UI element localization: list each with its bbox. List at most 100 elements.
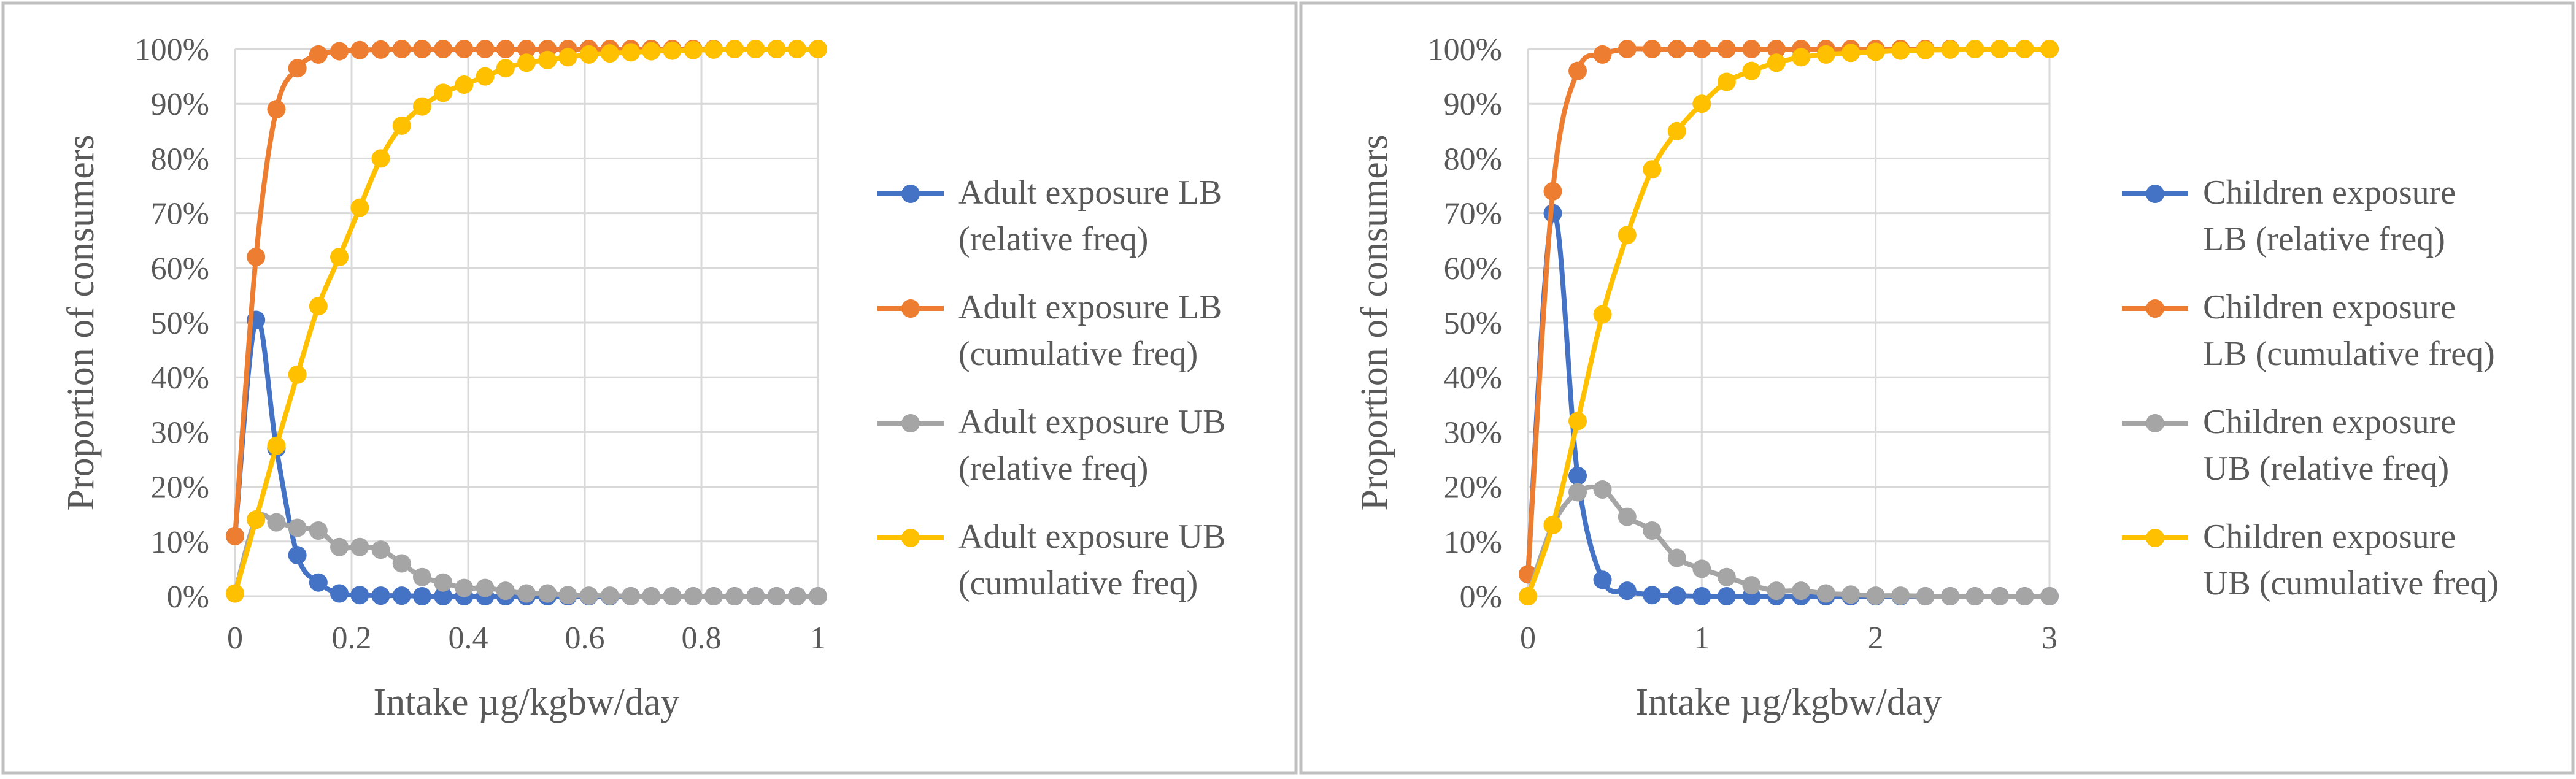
data-point: [517, 40, 536, 58]
data-point: [1965, 40, 1984, 58]
data-point: [476, 40, 495, 58]
legend-swatch-marker: [901, 185, 920, 203]
data-point: [704, 587, 723, 605]
data-point: [371, 149, 390, 168]
data-point: [1543, 182, 1562, 201]
x-tick-label: 2: [1868, 621, 1884, 656]
data-point: [288, 546, 307, 565]
data-point: [2015, 587, 2034, 605]
y-tick-label: 40%: [1444, 361, 1502, 396]
data-point: [663, 587, 682, 605]
data-point: [412, 40, 431, 58]
chart-panel-children: [1299, 1, 2575, 775]
y-tick-label: 50%: [151, 306, 209, 341]
data-point: [767, 587, 786, 605]
x-tick-label: 0: [227, 621, 243, 656]
data-point: [787, 40, 806, 58]
data-point: [517, 53, 536, 72]
legend-swatch-marker: [901, 529, 920, 547]
data-point: [1593, 480, 1612, 499]
data-point: [455, 75, 474, 94]
data-point: [1593, 570, 1612, 589]
data-point: [767, 40, 786, 58]
data-point: [1692, 94, 1711, 113]
data-point: [1841, 585, 1861, 604]
children-exposure-chart: 0% 10% 20% 30% 40% 50% 60% 70% 80% 90% 100% 0 1 2 3 Int…: [1354, 33, 2499, 723]
data-point: [412, 97, 431, 116]
data-point: [600, 586, 619, 605]
data-point: [1692, 40, 1711, 58]
y-tick-label: 10%: [151, 525, 209, 560]
data-point: [288, 365, 307, 384]
adult-exposure-chart: 0% 10% 20% 30% 40% 50% 60% 70% 80% 90% 100% 0 0.2 0.4…: [60, 33, 1226, 723]
legend-entry-ub-cumulative: Children exposure UB (cumulative freq): [2122, 518, 2499, 602]
data-point: [371, 586, 390, 605]
legend-label: Adult exposure LB: [958, 288, 1222, 326]
data-point: [622, 587, 641, 605]
y-tick-label: 30%: [1444, 415, 1502, 450]
data-point: [600, 44, 619, 63]
data-point: [392, 586, 411, 605]
data-point: [434, 83, 453, 102]
data-point: [309, 573, 328, 592]
data-point: [350, 40, 369, 59]
y-tick-label: 70%: [1444, 197, 1502, 232]
data-point: [1667, 40, 1686, 58]
legend-entry-lb-relative: Children exposure LB (relative freq): [2122, 174, 2456, 258]
y-axis-title: Proportion of consumers: [60, 134, 102, 510]
data-point: [1990, 40, 2009, 58]
data-point: [1568, 466, 1587, 485]
data-point: [1841, 44, 1861, 63]
data-point: [1916, 587, 1935, 605]
data-point: [684, 40, 703, 59]
data-point: [663, 41, 682, 60]
data-point: [309, 521, 328, 540]
data-point: [538, 584, 557, 603]
y-tick-label: 90%: [1444, 87, 1502, 122]
y-tick-label: 50%: [1444, 306, 1502, 341]
data-point: [1618, 507, 1637, 526]
legend-entry-lb-relative: Adult exposure LB (relative freq): [877, 174, 1222, 258]
data-point: [1742, 40, 1761, 58]
data-point: [1717, 567, 1736, 586]
data-point: [1519, 587, 1537, 605]
y-tick-label: 60%: [151, 251, 209, 286]
data-point: [412, 567, 431, 586]
data-point: [1618, 581, 1637, 601]
x-tick-label: 3: [2042, 621, 2057, 656]
data-point: [1717, 587, 1736, 605]
data-point: [330, 584, 349, 603]
y-tick-label: 100%: [135, 33, 209, 67]
data-point: [2040, 587, 2059, 605]
y-tick-label: 40%: [151, 361, 209, 396]
x-tick-label: 0.6: [565, 621, 605, 656]
x-tick-label: 0: [1520, 621, 1536, 656]
series-ub-cumulative: [1519, 40, 2059, 605]
legend-swatch-marker: [2146, 185, 2164, 203]
data-point: [725, 587, 744, 605]
data-point: [1767, 40, 1786, 58]
data-point: [330, 247, 349, 266]
y-tick-label: 20%: [151, 470, 209, 505]
data-point: [1643, 521, 1662, 540]
data-point: [1717, 40, 1736, 58]
data-point: [496, 581, 515, 601]
data-point: [1941, 587, 1960, 605]
data-point: [1792, 581, 1811, 601]
y-tick-label: 80%: [1444, 142, 1502, 177]
data-point: [1891, 41, 1910, 60]
data-point: [1767, 53, 1786, 72]
data-point: [1891, 586, 1910, 605]
legend-label: LB (cumulative freq): [2203, 335, 2495, 373]
y-tick-label: 60%: [1444, 251, 1502, 286]
data-point: [371, 40, 390, 59]
data-point: [1568, 412, 1587, 431]
data-point: [746, 587, 765, 605]
y-axis-title: Proportion of consumers: [1354, 134, 1395, 510]
data-point: [350, 586, 369, 605]
legend-entry-ub-cumulative: Adult exposure UB (cumulative freq): [877, 518, 1226, 602]
data-point: [434, 573, 453, 592]
legend-swatch-marker: [901, 414, 920, 432]
data-point: [684, 587, 703, 605]
legend-label: Adult exposure UB: [958, 518, 1226, 556]
